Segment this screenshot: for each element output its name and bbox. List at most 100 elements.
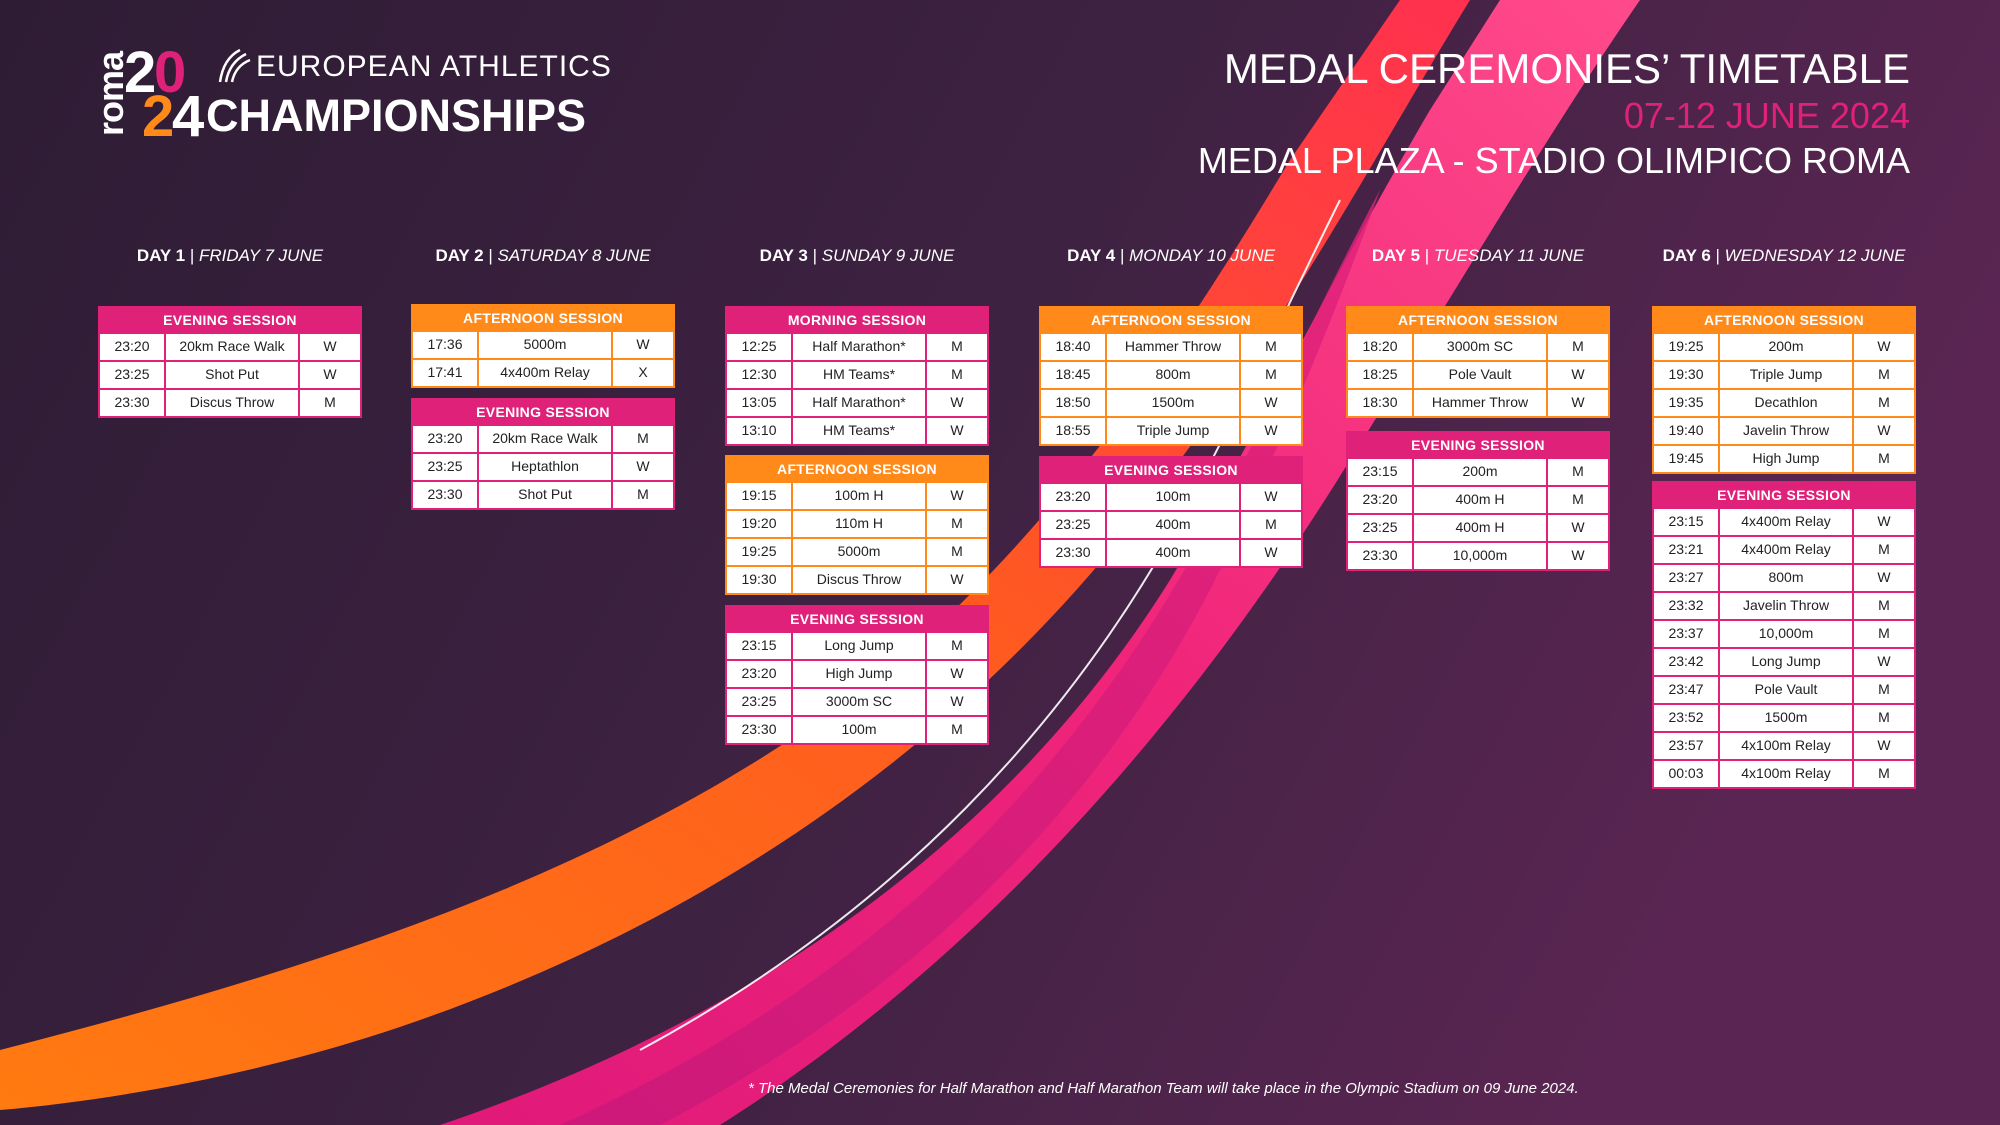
gender-cell: M (1572, 491, 1584, 507)
event-cell: Triple Jump (1107, 418, 1241, 444)
venue: MEDAL PLAZA - STADIO OLIMPICO ROMA (1197, 140, 1910, 181)
table-row: 19:20 110m H M (727, 509, 987, 537)
day-header: DAY 6 | WEDNESDAY 12 JUNE (1652, 246, 1916, 266)
gender-cell: M (1878, 765, 1890, 781)
gender-cell: X (638, 364, 648, 380)
gender-cell: W (1264, 394, 1278, 410)
logo-digit: 2 (124, 40, 157, 105)
gender-cell: M (1878, 625, 1890, 641)
day-separator: | (483, 246, 498, 265)
afternoon-session-table: AFTERNOON SESSION 18:40 Hammer Throw M 18:45… (1039, 306, 1303, 446)
table-row: 19:40 Javelin Throw W (1654, 416, 1914, 444)
time-cell: 23:20 (100, 334, 166, 360)
event-cell: HM Teams* (793, 362, 927, 388)
event-cell: 10,000m (1720, 621, 1854, 647)
time-cell: 12:25 (727, 334, 793, 360)
event-cell: 100m (1107, 484, 1241, 510)
gender-cell: M (951, 543, 963, 559)
time-cell: 23:21 (1654, 537, 1720, 563)
time-cell: 23:27 (1654, 565, 1720, 591)
event-cell: 400m H (1414, 515, 1548, 541)
table-row: 23:30 400m W (1041, 538, 1301, 566)
time-cell: 19:45 (1654, 446, 1720, 472)
table-row: 23:30 100m M (727, 715, 987, 743)
gender-cell: W (950, 422, 964, 438)
day-header: DAY 1 | FRIDAY 7 JUNE (98, 246, 362, 266)
gender-cell: M (951, 366, 963, 382)
event-cell: 200m (1720, 334, 1854, 360)
logo-digit: 2 (142, 84, 175, 149)
table-row: 18:25 Pole Vault W (1348, 360, 1608, 388)
table-row: 13:10 HM Teams* W (727, 416, 987, 444)
event-cell: Javelin Throw (1720, 418, 1854, 444)
event-cell: 400m (1107, 540, 1241, 566)
table-row: 23:20 20km Race Walk M (413, 424, 673, 452)
table-row: 19:30 Discus Throw W (727, 565, 987, 593)
event-cell: 110m H (793, 511, 927, 537)
time-cell: 23:30 (1348, 543, 1414, 569)
time-cell: 19:35 (1654, 390, 1720, 416)
time-cell: 00:03 (1654, 761, 1720, 787)
table-row: 18:40 Hammer Throw M (1041, 332, 1301, 360)
table-row: 13:05 Half Marathon* W (727, 388, 987, 416)
event-cell: Long Jump (1720, 649, 1854, 675)
day-date: SATURDAY 8 JUNE (497, 246, 651, 265)
event-cell: 1500m (1720, 705, 1854, 731)
session-title: EVENING SESSION (413, 400, 673, 424)
session-title: EVENING SESSION (727, 607, 987, 631)
time-cell: 23:30 (1041, 540, 1107, 566)
session-title: EVENING SESSION (1348, 433, 1608, 457)
event-cell: Shot Put (479, 482, 613, 508)
table-row: 23:25 Heptathlon W (413, 452, 673, 480)
event-cell: Javelin Throw (1720, 593, 1854, 619)
session-title: AFTERNOON SESSION (1041, 308, 1301, 332)
gender-cell: W (950, 693, 964, 709)
morning-session-table: MORNING SESSION 12:25 Half Marathon* M 12:30… (725, 306, 989, 446)
afternoon-session-table: AFTERNOON SESSION 19:25 200m W 19:30 Triple J… (1652, 306, 1916, 474)
time-cell: 18:40 (1041, 334, 1107, 360)
time-cell: 23:20 (1041, 484, 1107, 510)
table-row: 23:47 Pole Vault M (1654, 675, 1914, 703)
table-row: 23:32 Javelin Throw M (1654, 591, 1914, 619)
table-row: 23:20 100m W (1041, 482, 1301, 510)
gender-cell: W (950, 571, 964, 587)
gender-cell: W (1264, 488, 1278, 504)
time-cell: 17:36 (413, 332, 479, 358)
table-row: 23:42 Long Jump W (1654, 647, 1914, 675)
gender-cell: W (950, 665, 964, 681)
time-cell: 23:25 (727, 689, 793, 715)
gender-cell: M (951, 721, 963, 737)
time-cell: 23:20 (727, 661, 793, 687)
table-row: 23:21 4x400m Relay M (1654, 535, 1914, 563)
day-number: DAY 4 (1067, 246, 1116, 265)
event-cell: 4x400m Relay (1720, 509, 1854, 535)
gender-cell: M (1572, 338, 1584, 354)
event-cell: 20km Race Walk (166, 334, 300, 360)
event-dates: 07-12 JUNE 2024 (1623, 95, 1910, 136)
time-cell: 19:40 (1654, 418, 1720, 444)
evening-session-table: EVENING SESSION 23:15 Long Jump M 23:20 High … (725, 605, 989, 745)
evening-session-table: EVENING SESSION 23:20 100m W 23:25 400m M 23:30… (1039, 456, 1303, 568)
time-cell: 19:25 (727, 539, 793, 565)
page-title: MEDAL CEREMONIES’ TIMETABLE (1223, 45, 1910, 92)
table-row: 23:37 10,000m M (1654, 619, 1914, 647)
footnote: * The Medal Ceremonies for Half Marathon… (748, 1080, 1579, 1097)
day-number: DAY 2 (435, 246, 484, 265)
event-cell: High Jump (793, 661, 927, 687)
logo-text-championships: CHAMPIONSHIPS (206, 90, 587, 141)
event-cell: 400m (1107, 512, 1241, 538)
time-cell: 23:37 (1654, 621, 1720, 647)
day-number: DAY 3 (759, 246, 808, 265)
day-date: TUESDAY 11 JUNE (1433, 246, 1585, 265)
gender-cell: M (637, 486, 649, 502)
session-title: EVENING SESSION (1654, 483, 1914, 507)
time-cell: 23:42 (1654, 649, 1720, 675)
time-cell: 23:25 (1348, 515, 1414, 541)
gender-cell: M (1878, 681, 1890, 697)
table-row: 18:50 1500m W (1041, 388, 1301, 416)
gender-cell: W (1877, 513, 1891, 529)
time-cell: 23:15 (1348, 459, 1414, 485)
gender-cell: M (1878, 597, 1890, 613)
gender-cell: W (1571, 366, 1585, 382)
gender-cell: M (1572, 463, 1584, 479)
